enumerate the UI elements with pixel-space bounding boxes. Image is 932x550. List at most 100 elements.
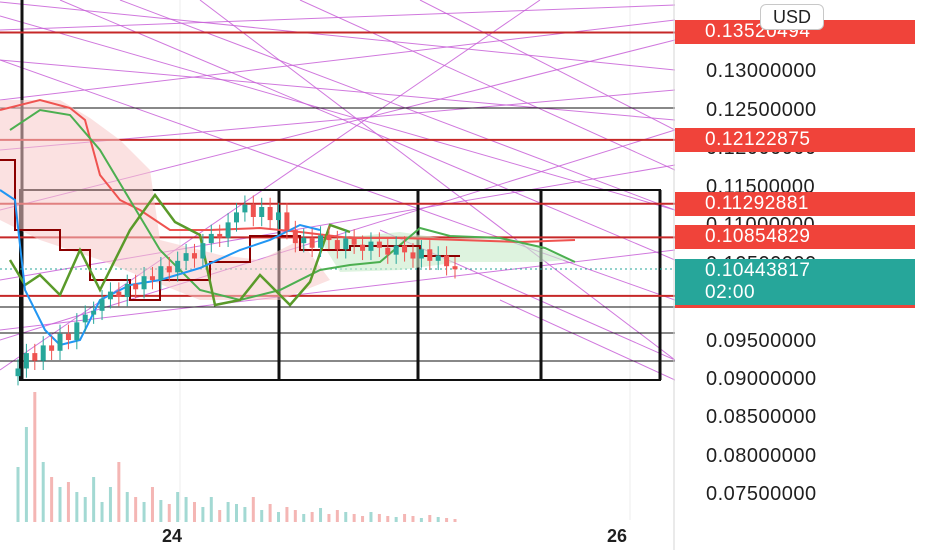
volume-bar (192, 502, 196, 522)
volume-bar (436, 517, 440, 522)
volume-bar (268, 504, 272, 522)
candle (292, 230, 298, 244)
volume-bar (75, 492, 79, 522)
fan-line (0, 15, 675, 211)
price-tick: 0.08500000 (706, 406, 817, 429)
volume-bar (445, 518, 449, 522)
candle (49, 345, 55, 351)
candle (166, 266, 172, 273)
currency-selector[interactable]: USD (760, 4, 824, 30)
volume-bar (335, 510, 339, 522)
lagging-span-line (8, 192, 351, 307)
fan-line (0, 249, 675, 331)
volume-bar (403, 514, 407, 522)
volume-bar (117, 462, 121, 522)
price-tick: 0.12500000 (706, 98, 817, 121)
volume-bar (125, 492, 129, 522)
candle (200, 243, 206, 259)
candle (65, 333, 71, 341)
price-label: 0.11292881 (675, 191, 915, 216)
span-b-line (9, 108, 576, 302)
candle (208, 233, 214, 244)
volume-bar (226, 502, 230, 522)
candle (351, 238, 357, 245)
conversion-line (0, 189, 321, 347)
candle (82, 314, 88, 323)
candle (234, 212, 239, 223)
candle (418, 249, 424, 259)
volume-bar (394, 517, 398, 522)
price-tick: 0.08000000 (706, 444, 817, 467)
candle (334, 240, 340, 250)
volume-bar (327, 514, 331, 522)
volume-bar (243, 507, 247, 522)
volume-bar (134, 497, 138, 522)
candle (57, 333, 63, 351)
candle (40, 345, 46, 361)
candle (23, 353, 29, 369)
candle (99, 299, 105, 311)
volume-bar (33, 392, 37, 522)
candle (225, 222, 231, 238)
fan-line (119, 0, 675, 211)
candle (393, 245, 399, 255)
fan-line (499, 299, 675, 381)
volume-bar (453, 519, 457, 522)
volume-bar (277, 512, 281, 522)
fan-line (199, 0, 675, 361)
volume-bar (285, 507, 289, 522)
fan-line (0, 0, 541, 371)
current-price-label: 0.10443817 02:00 (675, 259, 915, 305)
volume-bar (176, 492, 180, 522)
price-tick: 0.09000000 (706, 368, 817, 390)
price-chart[interactable] (0, 0, 675, 550)
x-tick-24: 24 (162, 526, 183, 546)
volume-bar (310, 512, 314, 522)
baseline-line (0, 159, 460, 301)
volume-bar (83, 497, 87, 522)
volume-bar (142, 502, 146, 522)
volume-bar (66, 482, 70, 522)
fan-line (59, 0, 675, 261)
volume-bar (428, 515, 432, 522)
volume-bar (319, 508, 323, 522)
volume-bar (377, 514, 381, 522)
candle (435, 255, 441, 261)
candle (141, 276, 147, 290)
candle (124, 283, 130, 297)
candle (410, 252, 416, 259)
volume-bar (100, 502, 104, 522)
candle (91, 310, 97, 315)
volume-bar (251, 497, 255, 522)
price-label: 0.12122875 (675, 127, 915, 152)
candle (242, 204, 248, 213)
candle (326, 235, 332, 241)
candle (343, 238, 349, 250)
volume-bar (235, 504, 238, 522)
price-tick: 0.09500000 (706, 329, 817, 352)
volume-bar (184, 497, 188, 522)
volume-bar (218, 510, 222, 522)
candle (183, 253, 189, 261)
candle (32, 353, 38, 361)
price-tick: 0.07500000 (706, 483, 817, 506)
candle (385, 247, 391, 255)
volume-bar (361, 516, 365, 522)
candle (402, 245, 408, 253)
volume-bar (159, 500, 163, 522)
volume-bar (302, 514, 306, 522)
candle (444, 255, 450, 267)
volume-bar (24, 427, 28, 522)
candle (149, 276, 155, 281)
fan-line (419, 0, 675, 131)
candle (309, 237, 315, 248)
fan-line (0, 1, 675, 71)
volume-bar (293, 510, 297, 522)
volume-bar (41, 462, 45, 522)
fan-line (299, 0, 675, 171)
candle (452, 266, 458, 270)
candle (191, 253, 197, 259)
countdown: 02:00 (705, 282, 756, 303)
volume-bar (260, 510, 264, 522)
volume-bar (58, 487, 62, 522)
